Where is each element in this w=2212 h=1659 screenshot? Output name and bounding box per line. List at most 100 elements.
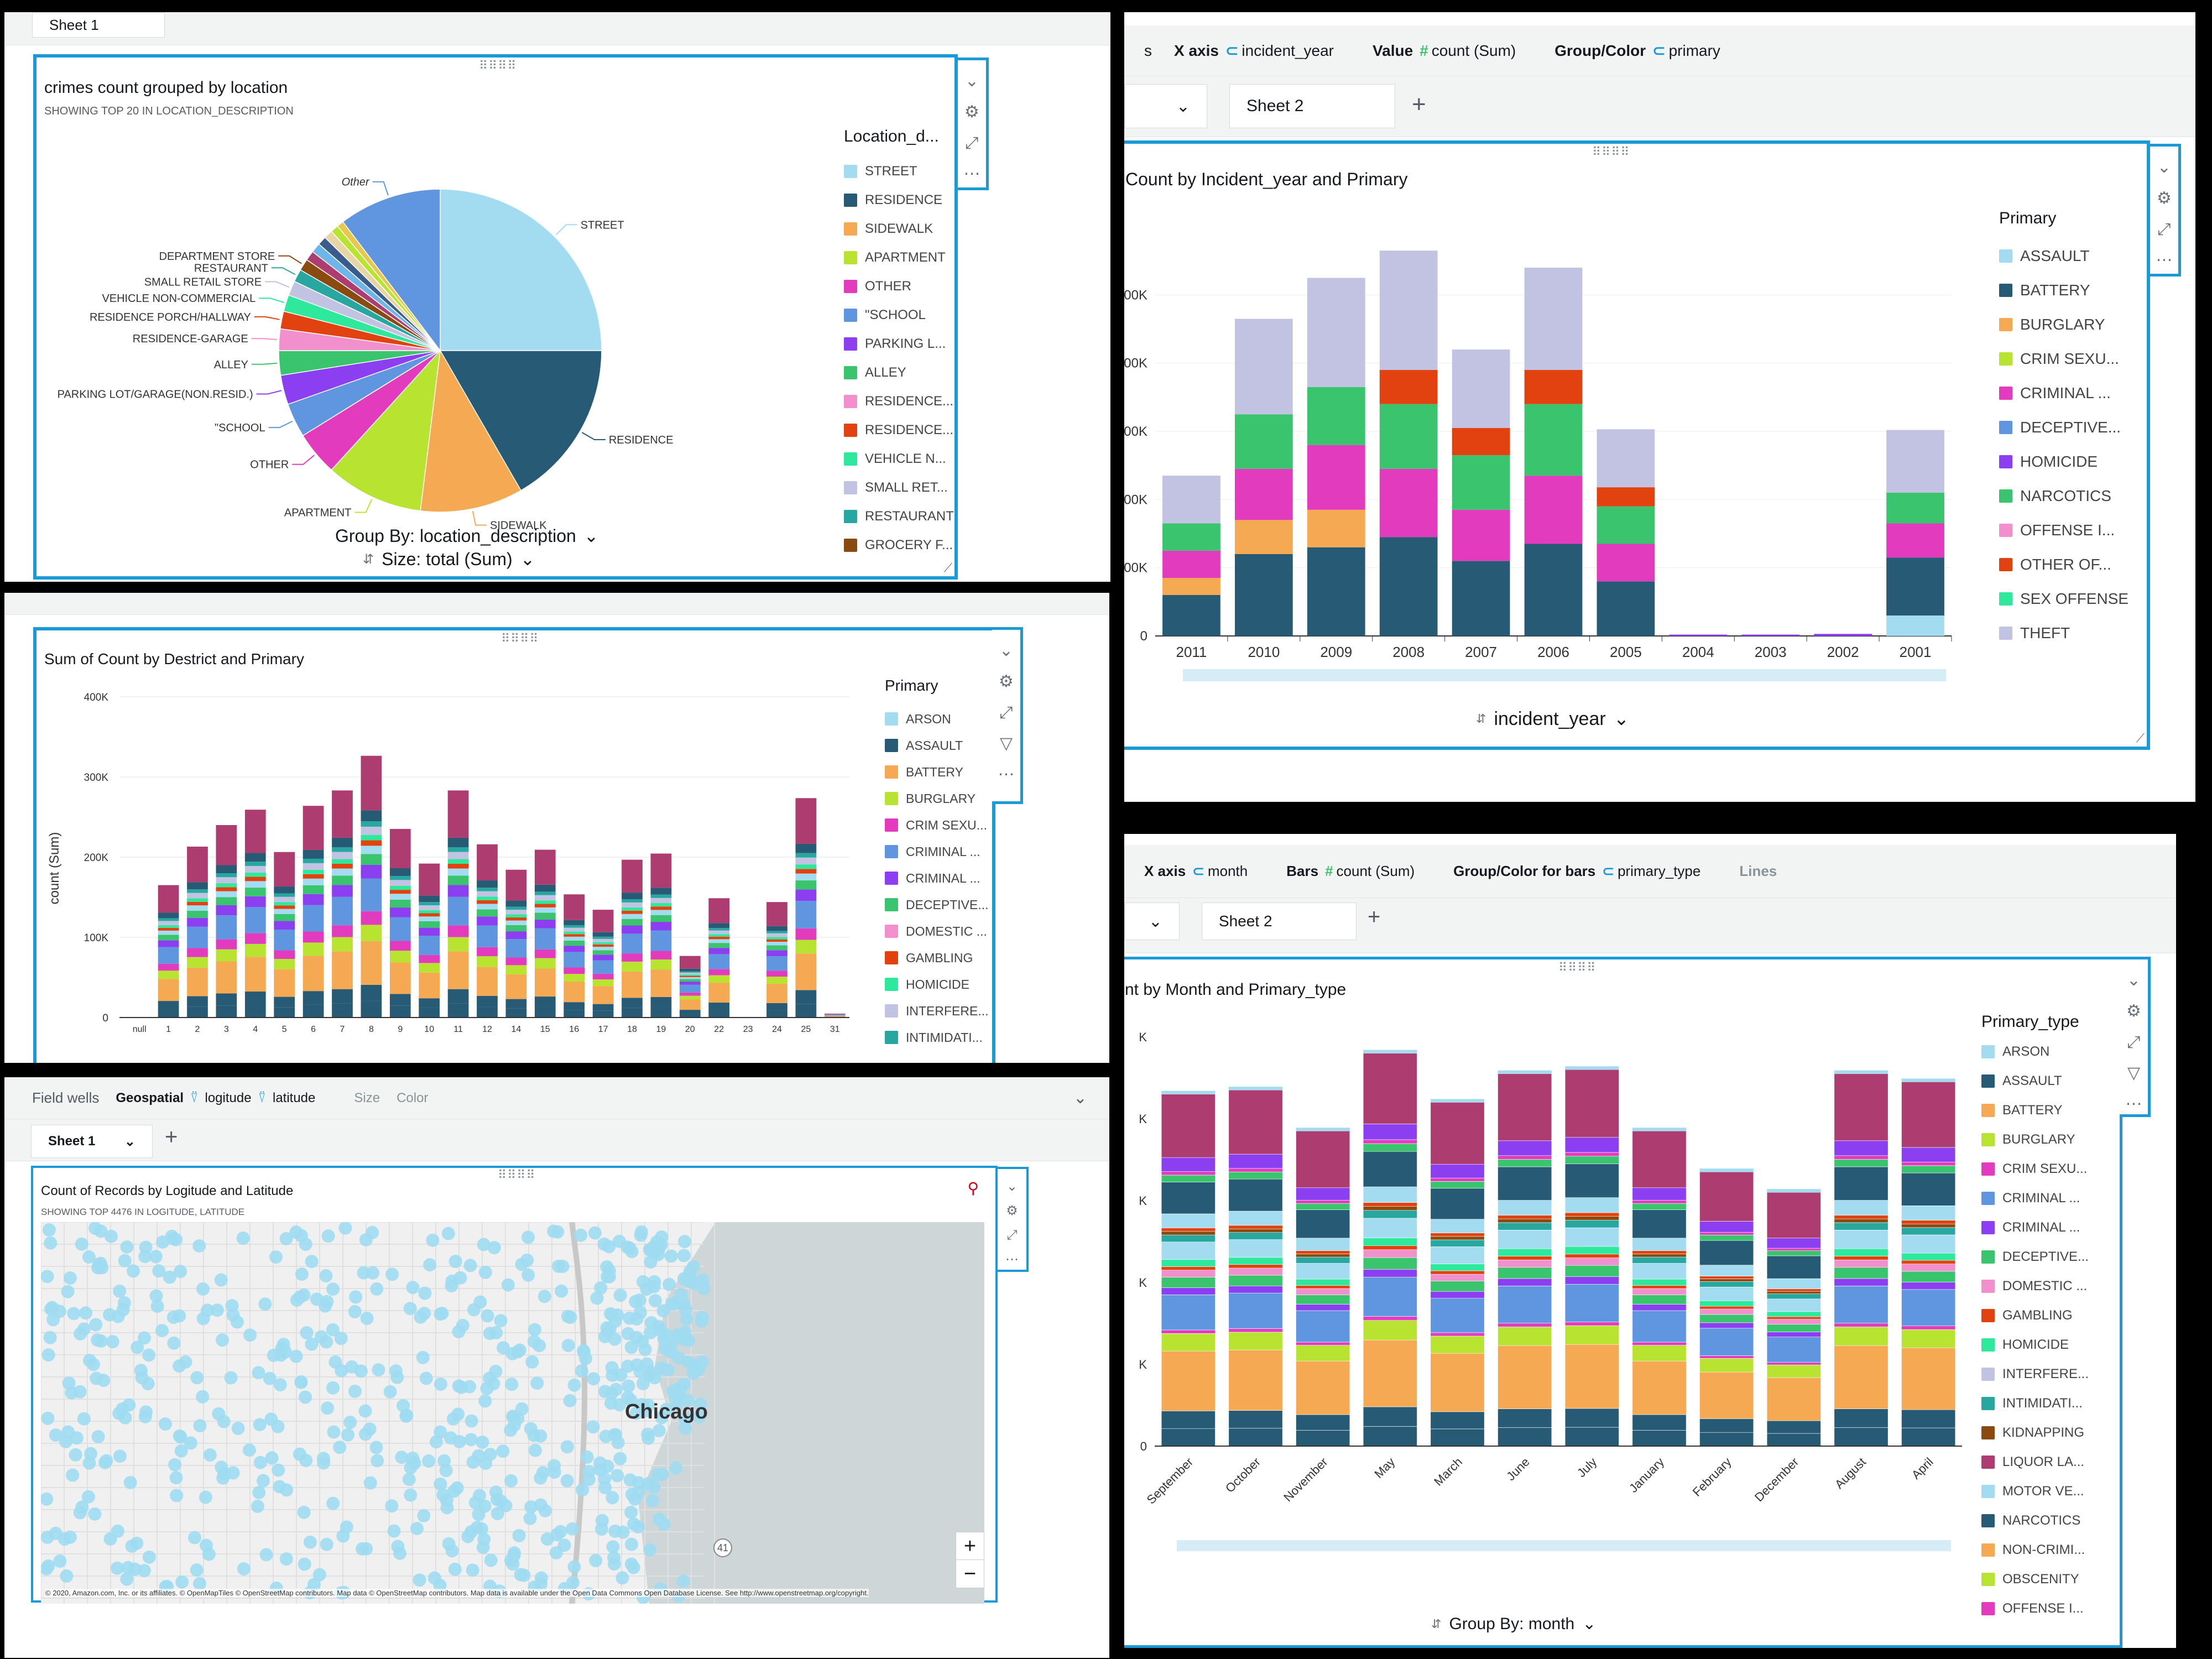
bar-segment[interactable] — [361, 840, 382, 846]
bar-segment[interactable] — [244, 810, 266, 853]
map-point[interactable] — [305, 1337, 319, 1351]
x-axis-well-value[interactable]: month — [1207, 863, 1248, 879]
legend-item[interactable]: INTERFERE... — [885, 998, 990, 1024]
bar-segment[interactable] — [650, 959, 672, 970]
map-point[interactable] — [272, 1463, 285, 1477]
bar-segment[interactable] — [1379, 251, 1438, 370]
bar-segment[interactable] — [1228, 1275, 1283, 1286]
filter-icon[interactable]: ▽ — [2127, 1064, 2141, 1082]
bar-segment[interactable] — [274, 930, 295, 951]
bar-segment[interactable] — [1430, 1219, 1485, 1233]
map-point[interactable] — [679, 1412, 692, 1426]
bar-segment[interactable] — [1699, 1418, 1754, 1433]
bar-segment[interactable] — [708, 898, 730, 924]
map-point[interactable] — [214, 1273, 228, 1287]
bar-segment[interactable] — [679, 1010, 701, 1014]
map-point[interactable] — [450, 1481, 464, 1495]
bar-segment[interactable] — [505, 900, 527, 907]
bar-segment[interactable] — [1766, 1420, 1821, 1434]
map-point[interactable] — [587, 1372, 601, 1386]
bar-segment[interactable] — [1564, 1284, 1619, 1322]
bar-segment[interactable] — [419, 936, 440, 955]
bar-segment[interactable] — [1363, 1218, 1417, 1238]
bar-segment[interactable] — [1161, 1231, 1215, 1235]
map-point[interactable] — [103, 1308, 117, 1322]
sheet-tab[interactable]: Sheet 1 ⌄ — [31, 1125, 153, 1158]
bar-segment[interactable] — [1766, 1248, 1821, 1251]
bar-segment[interactable] — [1886, 557, 1944, 615]
bar-segment[interactable] — [795, 953, 817, 990]
bar-segment[interactable] — [419, 1008, 440, 1018]
legend-item[interactable]: BATTERY — [1981, 1095, 2109, 1125]
bar-segment[interactable] — [795, 1004, 817, 1018]
bar-segment[interactable] — [477, 880, 498, 888]
bar-segment[interactable] — [1766, 1324, 1821, 1332]
map-point[interactable] — [120, 1572, 134, 1586]
bar-segment[interactable] — [505, 917, 527, 921]
bar-segment[interactable] — [447, 951, 469, 989]
bar-segment[interactable] — [1430, 1236, 1485, 1240]
bar-segment[interactable] — [1161, 1329, 1215, 1334]
bar-segment[interactable] — [708, 934, 730, 937]
map-point[interactable] — [641, 1477, 655, 1491]
map-point[interactable] — [463, 1259, 477, 1272]
map-point[interactable] — [565, 1522, 579, 1536]
map-point[interactable] — [295, 1267, 309, 1281]
bar-segment[interactable] — [1564, 1164, 1619, 1198]
map-point[interactable] — [84, 1447, 98, 1460]
map-point[interactable] — [677, 1249, 691, 1262]
bar-segment[interactable] — [1363, 1186, 1417, 1203]
bar-segment[interactable] — [766, 941, 787, 946]
map-point[interactable] — [363, 1476, 377, 1490]
size-by-control[interactable]: ⇵ Size: total (Sum) ⌄ — [363, 549, 535, 570]
bar-segment[interactable] — [244, 862, 266, 866]
bar-segment[interactable] — [1161, 1270, 1215, 1277]
bar-segment[interactable] — [1235, 520, 1293, 554]
map-point[interactable] — [163, 1270, 176, 1284]
bar-segment[interactable] — [447, 989, 469, 1004]
map-point[interactable] — [336, 1529, 350, 1543]
map-point[interactable] — [695, 1314, 708, 1328]
map-point[interactable] — [53, 1305, 66, 1318]
bar-segment[interactable] — [1632, 1279, 1687, 1286]
bar-segment[interactable] — [1161, 1228, 1215, 1232]
map-point[interactable] — [62, 1376, 76, 1390]
bar-segment[interactable] — [1524, 404, 1583, 476]
bar-segment[interactable] — [332, 875, 353, 885]
bar-segment[interactable] — [447, 925, 469, 937]
legend-item[interactable]: DECEPTIVE... — [885, 891, 990, 918]
bar-segment[interactable] — [795, 880, 817, 890]
bar-segment[interactable] — [534, 895, 556, 901]
bar-segment[interactable] — [1886, 615, 1944, 636]
bar-segment[interactable] — [302, 858, 324, 863]
bar-segment[interactable] — [1363, 1249, 1417, 1258]
bar-segment[interactable] — [1430, 1239, 1485, 1247]
map-point[interactable] — [127, 1264, 140, 1278]
map-point[interactable] — [674, 1288, 688, 1302]
map-point[interactable] — [419, 1371, 433, 1385]
bar-segment[interactable] — [1632, 1342, 1687, 1345]
bar-segment[interactable] — [795, 864, 817, 869]
gear-icon[interactable]: ⚙ — [964, 103, 979, 121]
map-point[interactable] — [60, 1569, 74, 1583]
bar-segment[interactable] — [389, 994, 411, 1006]
bar-segment[interactable] — [766, 937, 787, 940]
bar-segment[interactable] — [1363, 1269, 1417, 1277]
bar-segment[interactable] — [1379, 404, 1438, 469]
bar-segment[interactable] — [795, 901, 817, 928]
map-point[interactable] — [613, 1452, 627, 1465]
legend-item[interactable]: PARKING L... — [844, 330, 954, 358]
map-point[interactable] — [252, 1366, 265, 1380]
more-options-icon[interactable]: ⋯ — [963, 165, 980, 183]
map-point[interactable] — [297, 1505, 311, 1519]
bar-segment[interactable] — [1699, 1240, 1754, 1266]
bars-well-value[interactable]: count (Sum) — [1336, 863, 1415, 879]
bar-segment[interactable] — [679, 977, 701, 979]
bar-segment[interactable] — [1363, 1316, 1417, 1321]
bar-segment[interactable] — [622, 933, 643, 954]
map-point[interactable] — [74, 1327, 87, 1340]
bar-segment[interactable] — [158, 1009, 179, 1018]
bar-segment[interactable] — [766, 933, 787, 937]
map-point[interactable] — [586, 1420, 600, 1434]
bar-segment[interactable] — [1498, 1073, 1552, 1141]
